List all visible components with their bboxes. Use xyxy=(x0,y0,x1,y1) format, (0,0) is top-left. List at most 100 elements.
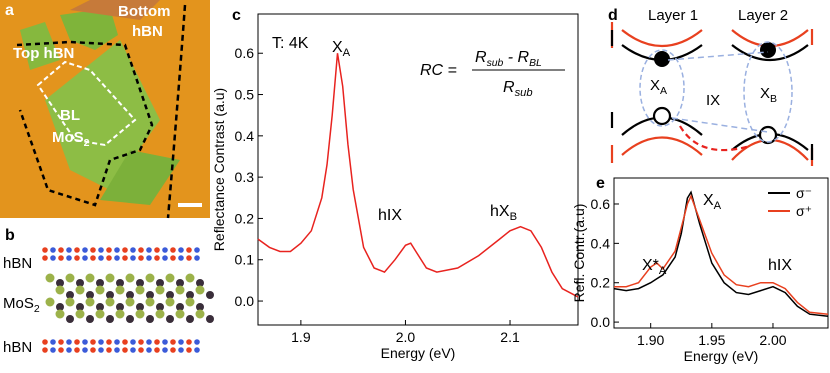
atom xyxy=(58,255,64,261)
atom xyxy=(162,255,168,261)
panel-label: a xyxy=(5,2,14,19)
y-tick-label: 0.6 xyxy=(235,45,255,61)
x-tick-label: 1.9 xyxy=(291,329,311,345)
atom xyxy=(105,273,115,283)
atom xyxy=(135,285,145,295)
atom xyxy=(156,303,164,311)
x-tick-label: 1.95 xyxy=(698,332,725,348)
legend-label: σ⁻ xyxy=(796,185,812,201)
atom xyxy=(146,255,152,261)
subscript: A xyxy=(343,47,351,59)
data-line xyxy=(613,190,829,317)
atom xyxy=(176,279,184,287)
annotation: hXB xyxy=(490,203,517,223)
atom xyxy=(85,273,95,283)
text-part: X xyxy=(703,192,714,209)
atom xyxy=(185,297,195,307)
atom xyxy=(186,347,192,353)
atom xyxy=(45,297,55,307)
text-part: X xyxy=(650,77,660,94)
label: BL xyxy=(60,107,80,124)
atom xyxy=(115,309,125,319)
data-line xyxy=(614,194,829,315)
text-part: MoS xyxy=(3,295,34,312)
atom xyxy=(195,285,205,295)
atom xyxy=(74,247,80,253)
subscript: B xyxy=(770,93,777,105)
y-tick-label: 0.6 xyxy=(591,196,611,212)
atom xyxy=(122,339,128,345)
atom xyxy=(154,255,160,261)
x-tick-label: 1.90 xyxy=(637,332,664,348)
atom xyxy=(178,247,184,253)
atom xyxy=(156,279,164,287)
y-tick-label: 0.2 xyxy=(235,210,255,226)
atom xyxy=(114,339,120,345)
text-part: X xyxy=(760,85,770,102)
text-part: - R xyxy=(503,49,529,66)
atom xyxy=(56,303,64,311)
atom xyxy=(166,315,174,323)
subscript: A xyxy=(659,265,667,277)
atom xyxy=(50,347,56,353)
atom xyxy=(194,255,200,261)
annotation: hIX xyxy=(378,207,402,224)
legend-label: σ⁺ xyxy=(796,203,812,219)
atom xyxy=(165,273,175,283)
atom xyxy=(58,339,64,345)
atom xyxy=(82,347,88,353)
y-tick-label: 0.0 xyxy=(235,293,255,309)
atom xyxy=(82,339,88,345)
atom xyxy=(42,247,48,253)
label: hBN xyxy=(132,23,163,40)
atom xyxy=(66,247,72,253)
label: XA xyxy=(650,77,667,97)
panel-label: d xyxy=(608,7,618,24)
text-part: hBN xyxy=(3,255,32,272)
atom xyxy=(115,285,125,295)
subscript: B xyxy=(510,211,517,223)
atom xyxy=(130,247,136,253)
formula-numerator: Rsub - RBL xyxy=(475,49,542,69)
atom xyxy=(170,255,176,261)
atom xyxy=(138,339,144,345)
atom xyxy=(130,339,136,345)
data-line xyxy=(257,53,579,298)
atom xyxy=(186,315,194,323)
atom xyxy=(114,347,120,353)
atom xyxy=(106,315,114,323)
y-tick-label: 0.4 xyxy=(591,235,611,251)
text-part: hBN xyxy=(3,339,32,356)
atom xyxy=(95,309,105,319)
atom xyxy=(125,297,135,307)
panel-label: c xyxy=(232,7,241,24)
atom xyxy=(58,247,64,253)
y-tick-label: 0.0 xyxy=(591,314,611,330)
atom xyxy=(146,339,152,345)
atom xyxy=(42,347,48,353)
atom xyxy=(76,279,84,287)
plot-frame xyxy=(613,177,829,329)
atom xyxy=(126,291,134,299)
text-part: X xyxy=(332,39,343,56)
panel-label: b xyxy=(5,227,15,244)
atom xyxy=(166,291,174,299)
atom xyxy=(75,309,85,319)
atom xyxy=(162,339,168,345)
atom xyxy=(122,347,128,353)
atom xyxy=(175,285,185,295)
atom xyxy=(154,347,160,353)
atom xyxy=(105,297,115,307)
atom xyxy=(146,315,154,323)
panel-label: e xyxy=(596,175,605,192)
atom xyxy=(95,285,105,295)
atom xyxy=(75,285,85,295)
x-tick-label: 2.1 xyxy=(500,329,520,345)
atom xyxy=(138,247,144,253)
atom xyxy=(154,339,160,345)
atom xyxy=(170,247,176,253)
atom xyxy=(98,347,104,353)
atom xyxy=(90,347,96,353)
atom xyxy=(96,303,104,311)
